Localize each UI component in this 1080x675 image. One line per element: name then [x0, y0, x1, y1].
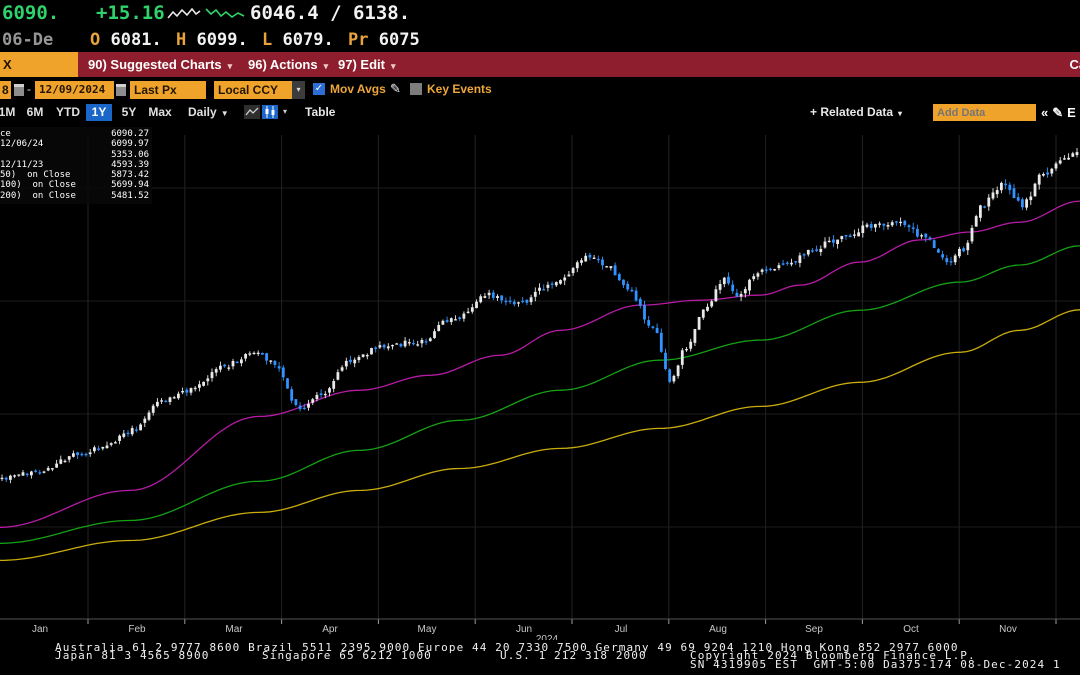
menu-actions[interactable]: 96) Actions ▾	[248, 57, 329, 72]
svg-text:Sep: Sep	[805, 624, 823, 635]
tab-max[interactable]: Max	[148, 105, 172, 119]
chart-type-caret-icon[interactable]: ▾	[283, 107, 288, 116]
calendar-icon[interactable]	[116, 84, 126, 96]
caret-down-icon: ▾	[390, 61, 396, 71]
prev-pair: Pr 6075	[348, 30, 420, 50]
menu-bar: X 90) Suggested Charts ▾ 96) Actions ▾ 97)…	[0, 52, 1080, 77]
svg-text:Jun: Jun	[516, 624, 532, 635]
footer-japan: Japan 81 3 4565 8900	[55, 649, 210, 662]
tab-1y[interactable]: 1Y	[86, 104, 112, 121]
edit-chart-button[interactable]: «✎ E	[1041, 105, 1076, 120]
legend-low: 12/11/23 4593.39	[0, 159, 149, 170]
ohlc-row: 06-De O 6081. H 6099. L 6079. Pr 6075	[0, 27, 1080, 52]
quote-row: 6090. +15.16 6046.4 / 6138.	[0, 0, 1080, 27]
end-date-field[interactable]: 12/09/2024	[35, 81, 114, 99]
svg-text:Aug: Aug	[709, 624, 727, 635]
legend-last-price: ce 6090.27	[0, 129, 149, 139]
footer-copyright: Copyright 2024 Bloomberg Finance L.P.	[690, 649, 976, 662]
cancel-button-fragment[interactable]: Can	[1069, 57, 1080, 72]
high-pair: H 6099.	[176, 30, 248, 50]
chevrons-left-icon: «	[1041, 105, 1049, 120]
last-price: 6090.	[2, 2, 60, 24]
currency-dropdown-button[interactable]: ▾	[292, 81, 305, 99]
svg-text:Feb: Feb	[128, 624, 146, 635]
svg-text:Jul: Jul	[615, 624, 628, 635]
price-chart[interactable]: Jan Feb Mar Apr May Jun Jul Aug Sep Oct Nov 2024 ce…	[0, 122, 1080, 645]
key-events-checkbox[interactable]	[410, 83, 422, 95]
low-pair: L 6079.	[262, 30, 334, 50]
start-date-field[interactable]: 8	[0, 81, 11, 99]
caret-down-icon: ▾	[323, 61, 329, 71]
candlestick-chart-icon[interactable]	[262, 105, 278, 119]
related-data-button[interactable]: + Related Data ▾	[810, 105, 903, 119]
pencil-icon: ✎	[1052, 105, 1064, 120]
edit-mov-avgs-pencil-icon[interactable]: ✎	[390, 81, 401, 96]
svg-text:2024: 2024	[536, 634, 559, 640]
date-range-dash: -	[27, 82, 31, 96]
footer-us: U.S. 1 212 318 2000	[500, 649, 647, 662]
legend-sma50: 50) on Close 5873.42	[0, 170, 149, 181]
legend-sma200: 200) on Close 5481.52	[0, 190, 149, 201]
calendar-icon[interactable]	[14, 84, 24, 96]
controls-row: 8 - 12/09/2024 Last Px Local CCY ▾ ✓ Mov…	[0, 77, 1080, 103]
key-events-label: Key Events	[427, 82, 492, 96]
table-button[interactable]: Table	[305, 105, 336, 119]
svg-text:Mar: Mar	[225, 624, 243, 635]
tab-5y[interactable]: 5Y	[121, 105, 137, 119]
legend-sma100: 100) on Close 5699.94	[0, 180, 149, 191]
caret-down-icon: ▾	[227, 61, 233, 71]
price-mode-field[interactable]: Last Px	[130, 81, 206, 99]
chart-legend: ce 6090.27 12/06/24 6099.97 5353.06 12/11/…	[0, 127, 152, 205]
range-toolbar: 1M 6M YTD 1Y 5Y Max Daily ▼ ▾ Table + Rel…	[0, 103, 1080, 122]
footer-singapore: Singapore 65 6212 1000	[262, 649, 432, 662]
caret-solid-icon: ▼	[220, 109, 229, 118]
sparkline-icon	[167, 7, 245, 19]
menu-suggested-charts[interactable]: 90) Suggested Charts ▾	[88, 57, 233, 72]
price-change: +15.16	[96, 2, 165, 24]
svg-text:Jan: Jan	[32, 624, 48, 635]
currency-field[interactable]: Local CCY	[214, 81, 292, 99]
svg-text:Apr: Apr	[322, 624, 338, 635]
svg-text:Nov: Nov	[999, 624, 1017, 635]
tab-6m[interactable]: 6M	[26, 105, 44, 119]
caret-down-icon: ▾	[898, 109, 903, 118]
add-data-input[interactable]	[933, 104, 1036, 121]
bid-ask-range: 6046.4 / 6138.	[250, 2, 411, 24]
date-fragment: 06-De	[2, 30, 54, 50]
tab-1m[interactable]: 1M	[0, 105, 16, 119]
ticker-input[interactable]: X	[0, 52, 78, 77]
legend-average: 5353.06	[111, 149, 149, 160]
candlestick-chart-canvas[interactable]: Jan Feb Mar Apr May Jun Jul Aug Sep Oct Nov 2024	[0, 122, 1080, 645]
footer: Australia 61 2 9777 8600 Brazil 5511 239…	[0, 640, 1080, 675]
svg-text:Oct: Oct	[903, 624, 919, 635]
mov-avgs-label: Mov Avgs	[330, 82, 386, 96]
frequency-dropdown[interactable]: Daily ▼	[188, 105, 229, 119]
tab-ytd[interactable]: YTD	[56, 105, 80, 119]
line-chart-icon[interactable]	[244, 105, 260, 119]
svg-text:May: May	[418, 624, 437, 635]
footer-serial: SN 4319905 EST GMT-5:00 Da375-174 08-Dec…	[690, 658, 1061, 671]
legend-high: 12/06/24 6099.97	[0, 139, 149, 150]
open-pair: O 6081.	[90, 30, 162, 50]
mov-avgs-checkbox[interactable]: ✓	[313, 83, 325, 95]
menu-edit[interactable]: 97) Edit ▾	[338, 57, 396, 72]
footer-contacts-line1: Australia 61 2 9777 8600 Brazil 5511 239…	[55, 641, 959, 654]
